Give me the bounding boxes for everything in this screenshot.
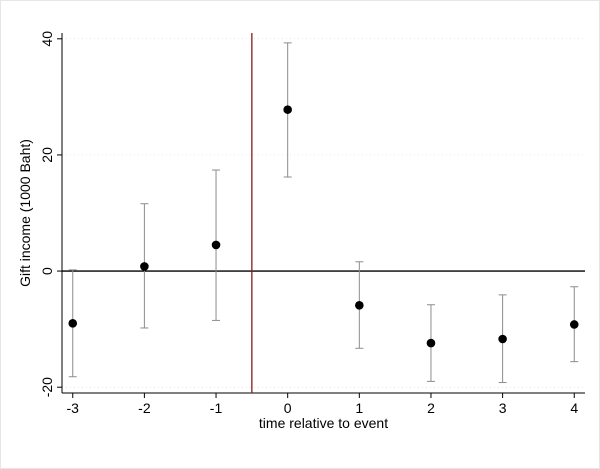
y-ticks: -20 0 20 40	[39, 31, 62, 397]
data-point	[498, 334, 507, 344]
data-point	[569, 320, 579, 329]
y-tick-label: 20	[39, 147, 55, 163]
x-tick-label: -3	[67, 400, 80, 416]
x-tick-label: 3	[499, 400, 507, 416]
x-tick-label: 2	[427, 400, 435, 416]
data-points	[68, 105, 579, 348]
reference-lines	[62, 33, 585, 393]
x-ticks: -3 -2 -1 0 1 2 3 4	[67, 393, 578, 416]
y-tick-label: -20	[39, 377, 55, 397]
x-tick-label: 4	[570, 400, 578, 416]
data-point	[68, 319, 78, 328]
gridlines	[62, 38, 585, 388]
data-point	[140, 262, 149, 271]
x-tick-label: 0	[284, 400, 292, 416]
data-point	[211, 240, 221, 250]
data-point	[283, 105, 292, 114]
x-tick-label: -1	[210, 400, 223, 416]
x-axis-title: time relative to event	[259, 415, 388, 431]
data-point	[426, 338, 436, 348]
data-point	[355, 301, 364, 310]
error-bars	[68, 42, 579, 384]
x-tick-label: 1	[355, 400, 363, 416]
y-axis-title: Gift income (1000 Baht)	[17, 139, 33, 287]
x-tick-label: -2	[138, 400, 151, 416]
axes	[61, 33, 585, 394]
y-tick-label: 0	[39, 267, 55, 275]
y-tick-label: 40	[39, 31, 55, 47]
